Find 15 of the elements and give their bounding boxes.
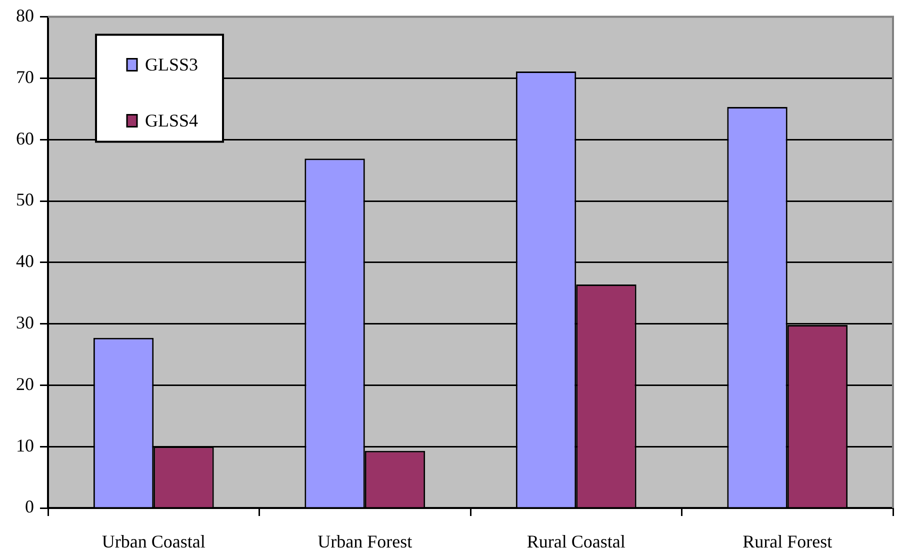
- y-tick-label: 70: [16, 66, 34, 87]
- x-tick-label: Rural Forest: [742, 532, 832, 552]
- y-tick-label: 0: [25, 496, 34, 517]
- y-tick-label: 60: [16, 128, 34, 148]
- y-tick-label: 30: [16, 312, 34, 333]
- y-tick-label: 80: [16, 6, 34, 26]
- x-tick-label: Urban Forest: [318, 532, 412, 552]
- legend-label: GLSS4: [145, 110, 198, 131]
- x-tick-label: Urban Coastal: [102, 532, 206, 552]
- x-tick-label: Rural Coastal: [526, 532, 626, 552]
- y-tick-label: 20: [16, 374, 34, 394]
- legend-label: GLSS3: [145, 54, 198, 75]
- y-tick-label: 40: [16, 251, 34, 272]
- y-tick-label: 10: [16, 435, 34, 456]
- y-tick-label: 50: [16, 190, 34, 210]
